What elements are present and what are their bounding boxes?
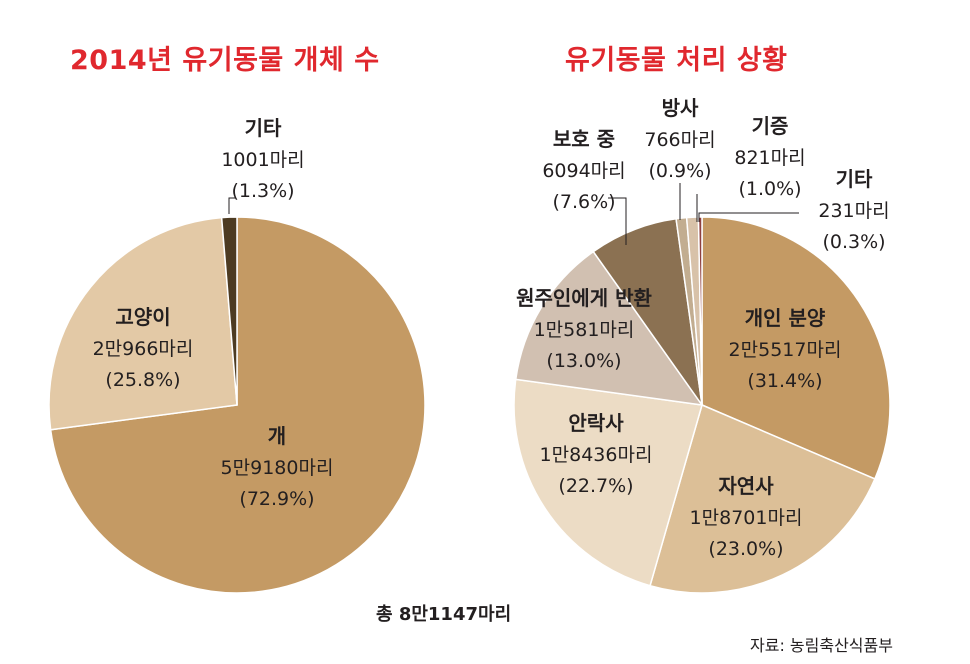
chart-title-left: 2014년 유기동물 개체 수 (70, 45, 380, 76)
pie-slice-0-2 (220, 216, 238, 406)
slice-label-name-1-4: 보호 중 (553, 127, 615, 151)
slice-label-pct-0-2: (1.3%) (231, 180, 294, 202)
slice-label-pct-1-7: (0.3%) (822, 231, 885, 253)
slice-label-name-1-2: 안락사 (568, 411, 624, 435)
slice-label-name-0-2: 기타 (245, 116, 282, 140)
slice-label-name-1-1: 자연사 (718, 474, 774, 498)
pie-slice-0-1 (48, 216, 238, 431)
leader-line-0-0 (228, 197, 236, 214)
pie-slice-1-7 (697, 216, 703, 406)
pie-slice-1-2 (513, 378, 703, 587)
slice-label-count-1-4: 6094마리 (542, 160, 625, 182)
slice-label-name-1-3: 원주인에게 반환 (516, 286, 652, 310)
slice-label-count-1-5: 766마리 (644, 129, 715, 151)
pie-slice-1-1 (649, 403, 876, 594)
source-label: 자료: 농림축산식품부 (750, 636, 893, 655)
pie-slice-1-3 (514, 250, 704, 406)
pie-slice-1-0 (701, 216, 891, 480)
total-count-label: 총 8만1147마리 (376, 604, 512, 625)
slice-label-count-0-2: 1001마리 (221, 149, 304, 171)
leader-line-1-0 (608, 197, 627, 245)
slice-label-count-1-6: 821마리 (734, 147, 805, 169)
slice-label-count-0-1: 2만966마리 (93, 338, 194, 360)
chart-title-right: 유기동물 처리 상황 (565, 45, 788, 76)
slice-label-pct-0-1: (25.8%) (105, 369, 180, 391)
slice-label-name-0-1: 고양이 (115, 305, 170, 329)
slice-label-pct-1-4: (7.6%) (552, 191, 615, 213)
pie-slice-0-0 (49, 216, 426, 594)
slice-label-name-1-6: 기증 (752, 114, 789, 138)
slice-label-name-1-5: 방사 (662, 96, 699, 120)
slice-label-pct-1-0: (31.4%) (747, 370, 822, 392)
slice-label-count-1-1: 1만8701마리 (690, 507, 803, 529)
slice-label-count-1-0: 2만5517마리 (729, 339, 842, 361)
slice-label-pct-1-6: (1.0%) (738, 178, 801, 200)
slice-label-name-0-0: 개 (268, 424, 286, 448)
slice-label-pct-1-5: (0.9%) (648, 160, 711, 182)
slice-label-count-1-7: 231마리 (818, 200, 889, 222)
slice-label-pct-1-2: (22.7%) (558, 475, 633, 497)
slice-label-pct-1-3: (13.0%) (546, 350, 621, 372)
leader-line-1-3 (698, 212, 799, 222)
slice-label-pct-1-1: (23.0%) (708, 538, 783, 560)
slice-label-count-0-0: 5만9180마리 (221, 457, 334, 479)
slice-label-name-1-0: 개인 분양 (745, 306, 826, 330)
slice-label-pct-0-0: (72.9%) (239, 488, 314, 510)
slice-label-name-1-7: 기타 (836, 167, 873, 191)
slice-label-count-1-3: 1만581마리 (534, 319, 635, 341)
slice-label-count-1-2: 1만8436마리 (540, 444, 653, 466)
